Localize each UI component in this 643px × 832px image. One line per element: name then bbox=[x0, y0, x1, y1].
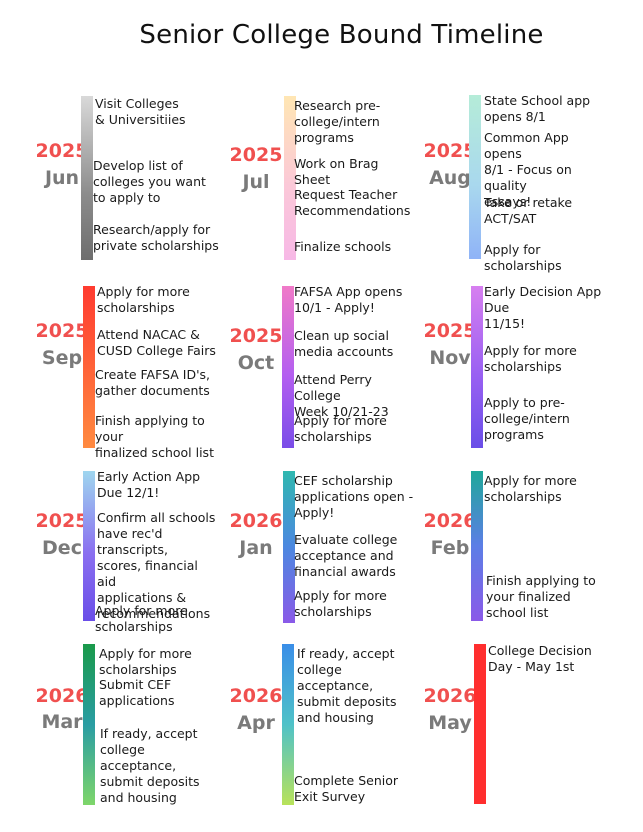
month-label: Sep bbox=[41, 347, 83, 369]
month-label: Jun bbox=[44, 167, 80, 189]
task-item: Research pre- college/intern programs bbox=[294, 98, 381, 145]
timeline-bar bbox=[282, 286, 294, 448]
month-block-may: 2026 May College Decision Day - May 1st bbox=[408, 643, 608, 823]
year-label: 2025 bbox=[229, 325, 283, 347]
month-block-apr: 2026 Apr If ready, accept college accept… bbox=[214, 643, 414, 823]
task-item: Research/apply for private scholarships bbox=[93, 222, 219, 253]
month-block-sep: 2025 Sep Apply for more scholarships Att… bbox=[20, 284, 220, 464]
year-label: 2025 bbox=[423, 140, 477, 162]
task-item: Apply to pre- college/intern programs bbox=[484, 395, 570, 442]
timeline-bar bbox=[283, 471, 295, 623]
year-label: 2026 bbox=[229, 510, 283, 532]
timeline-bar bbox=[471, 286, 483, 448]
timeline-bar bbox=[469, 95, 481, 259]
timeline-bar bbox=[474, 644, 486, 804]
task-item: Attend Perry College Week 10/21-23 bbox=[294, 372, 389, 419]
year-label: 2026 bbox=[35, 685, 89, 707]
task-item: Apply for more scholarships bbox=[484, 473, 577, 504]
year-label: 2025 bbox=[423, 320, 477, 342]
month-label: Apr bbox=[237, 712, 275, 734]
month-block-oct: 2025 Oct FAFSA App opens 10/1 - Apply! C… bbox=[214, 284, 414, 464]
task-item: Apply for more scholarships bbox=[99, 646, 192, 677]
month-label: May bbox=[428, 712, 472, 734]
task-item: Early Decision App Due 11/15! bbox=[484, 284, 602, 331]
month-block-aug: 2025 Aug State School app opens 8/1 Comm… bbox=[408, 93, 608, 273]
year-label: 2025 bbox=[35, 140, 89, 162]
year-label: 2026 bbox=[423, 510, 477, 532]
timeline-bar bbox=[81, 96, 93, 260]
timeline-bar bbox=[284, 96, 296, 260]
task-item: Visit Colleges & Universitiies bbox=[95, 96, 186, 127]
month-label: Mar bbox=[41, 711, 83, 733]
timeline-bar bbox=[83, 286, 95, 448]
task-item: Apply for more scholarships bbox=[294, 413, 387, 444]
month-block-nov: 2025 Nov Early Decision App Due 11/15! A… bbox=[408, 284, 608, 464]
month-block-jun: 2025 Jun Visit Colleges & Universitiies … bbox=[20, 93, 220, 273]
month-block-jul: 2025 Jul Research pre- college/intern pr… bbox=[214, 93, 414, 273]
month-block-feb: 2026 Feb Apply for more scholarships Fin… bbox=[408, 469, 608, 649]
task-item: Request Teacher Recommendations bbox=[294, 187, 411, 218]
task-item: Create FAFSA ID's, gather documents bbox=[95, 367, 210, 398]
month-label: Oct bbox=[237, 352, 275, 374]
task-item: Evaluate college acceptance and financia… bbox=[294, 532, 398, 579]
year-label: 2025 bbox=[35, 510, 89, 532]
month-label: Jan bbox=[239, 537, 273, 559]
month-block-jan: 2026 Jan CEF scholarship applications op… bbox=[214, 469, 414, 649]
task-item: Submit CEF applications bbox=[99, 677, 175, 708]
task-item: If ready, accept college acceptance, sub… bbox=[100, 726, 200, 805]
task-item: Apply for more scholarships bbox=[294, 588, 387, 619]
year-label: 2025 bbox=[229, 144, 283, 166]
task-item: Confirm all schools have rec'd transcrip… bbox=[97, 510, 216, 621]
page-title: Senior College Bound Timeline bbox=[139, 20, 544, 50]
timeline-bar bbox=[471, 471, 483, 621]
task-item: CEF scholarship applications open - Appl… bbox=[294, 473, 414, 520]
month-label: Feb bbox=[430, 537, 470, 559]
task-item: Common App opens 8/1 - Focus on quality … bbox=[484, 130, 572, 209]
task-item: FAFSA App opens 10/1 - Apply! bbox=[294, 284, 403, 315]
task-item: Complete Senior Exit Survey bbox=[294, 773, 399, 804]
task-item: Work on Brag Sheet bbox=[294, 156, 379, 187]
task-item: Take or retake ACT/SAT bbox=[484, 195, 573, 226]
month-label: Dec bbox=[42, 537, 82, 559]
timeline-bar bbox=[83, 471, 95, 621]
month-block-dec: 2025 Dec Early Action App Due 12/1! Conf… bbox=[20, 469, 220, 649]
year-label: 2025 bbox=[35, 320, 89, 342]
task-item: If ready, accept college acceptance, sub… bbox=[297, 646, 397, 725]
task-item: Finish applying to your finalized school… bbox=[486, 573, 596, 620]
year-label: 2026 bbox=[423, 685, 477, 707]
task-item: Finalize schools bbox=[294, 239, 392, 254]
year-label: 2026 bbox=[229, 685, 283, 707]
timeline-bar bbox=[83, 644, 95, 805]
month-label: Aug bbox=[429, 167, 471, 189]
month-label: Jul bbox=[242, 171, 270, 193]
month-block-mar: 2026 Mar Apply for more scholarships Sub… bbox=[20, 643, 220, 823]
task-item: Apply for more scholarships bbox=[484, 343, 577, 374]
task-item: Apply for more scholarships bbox=[95, 603, 188, 634]
task-item: College Decision Day - May 1st bbox=[488, 643, 592, 674]
task-item: Attend NACAC & CUSD College Fairs bbox=[97, 327, 216, 358]
task-item: Clean up social media accounts bbox=[294, 328, 394, 359]
task-item: Finish applying to your finalized school… bbox=[95, 413, 214, 460]
task-item: Develop list of colleges you want to app… bbox=[93, 158, 206, 205]
task-item: Early Action App Due 12/1! bbox=[97, 469, 201, 500]
month-label: Nov bbox=[429, 347, 471, 369]
task-item: Apply for more scholarships bbox=[97, 284, 190, 315]
timeline-bar bbox=[282, 644, 294, 805]
task-item: State School app opens 8/1 bbox=[484, 93, 591, 124]
task-item: Apply for scholarships bbox=[484, 242, 562, 273]
